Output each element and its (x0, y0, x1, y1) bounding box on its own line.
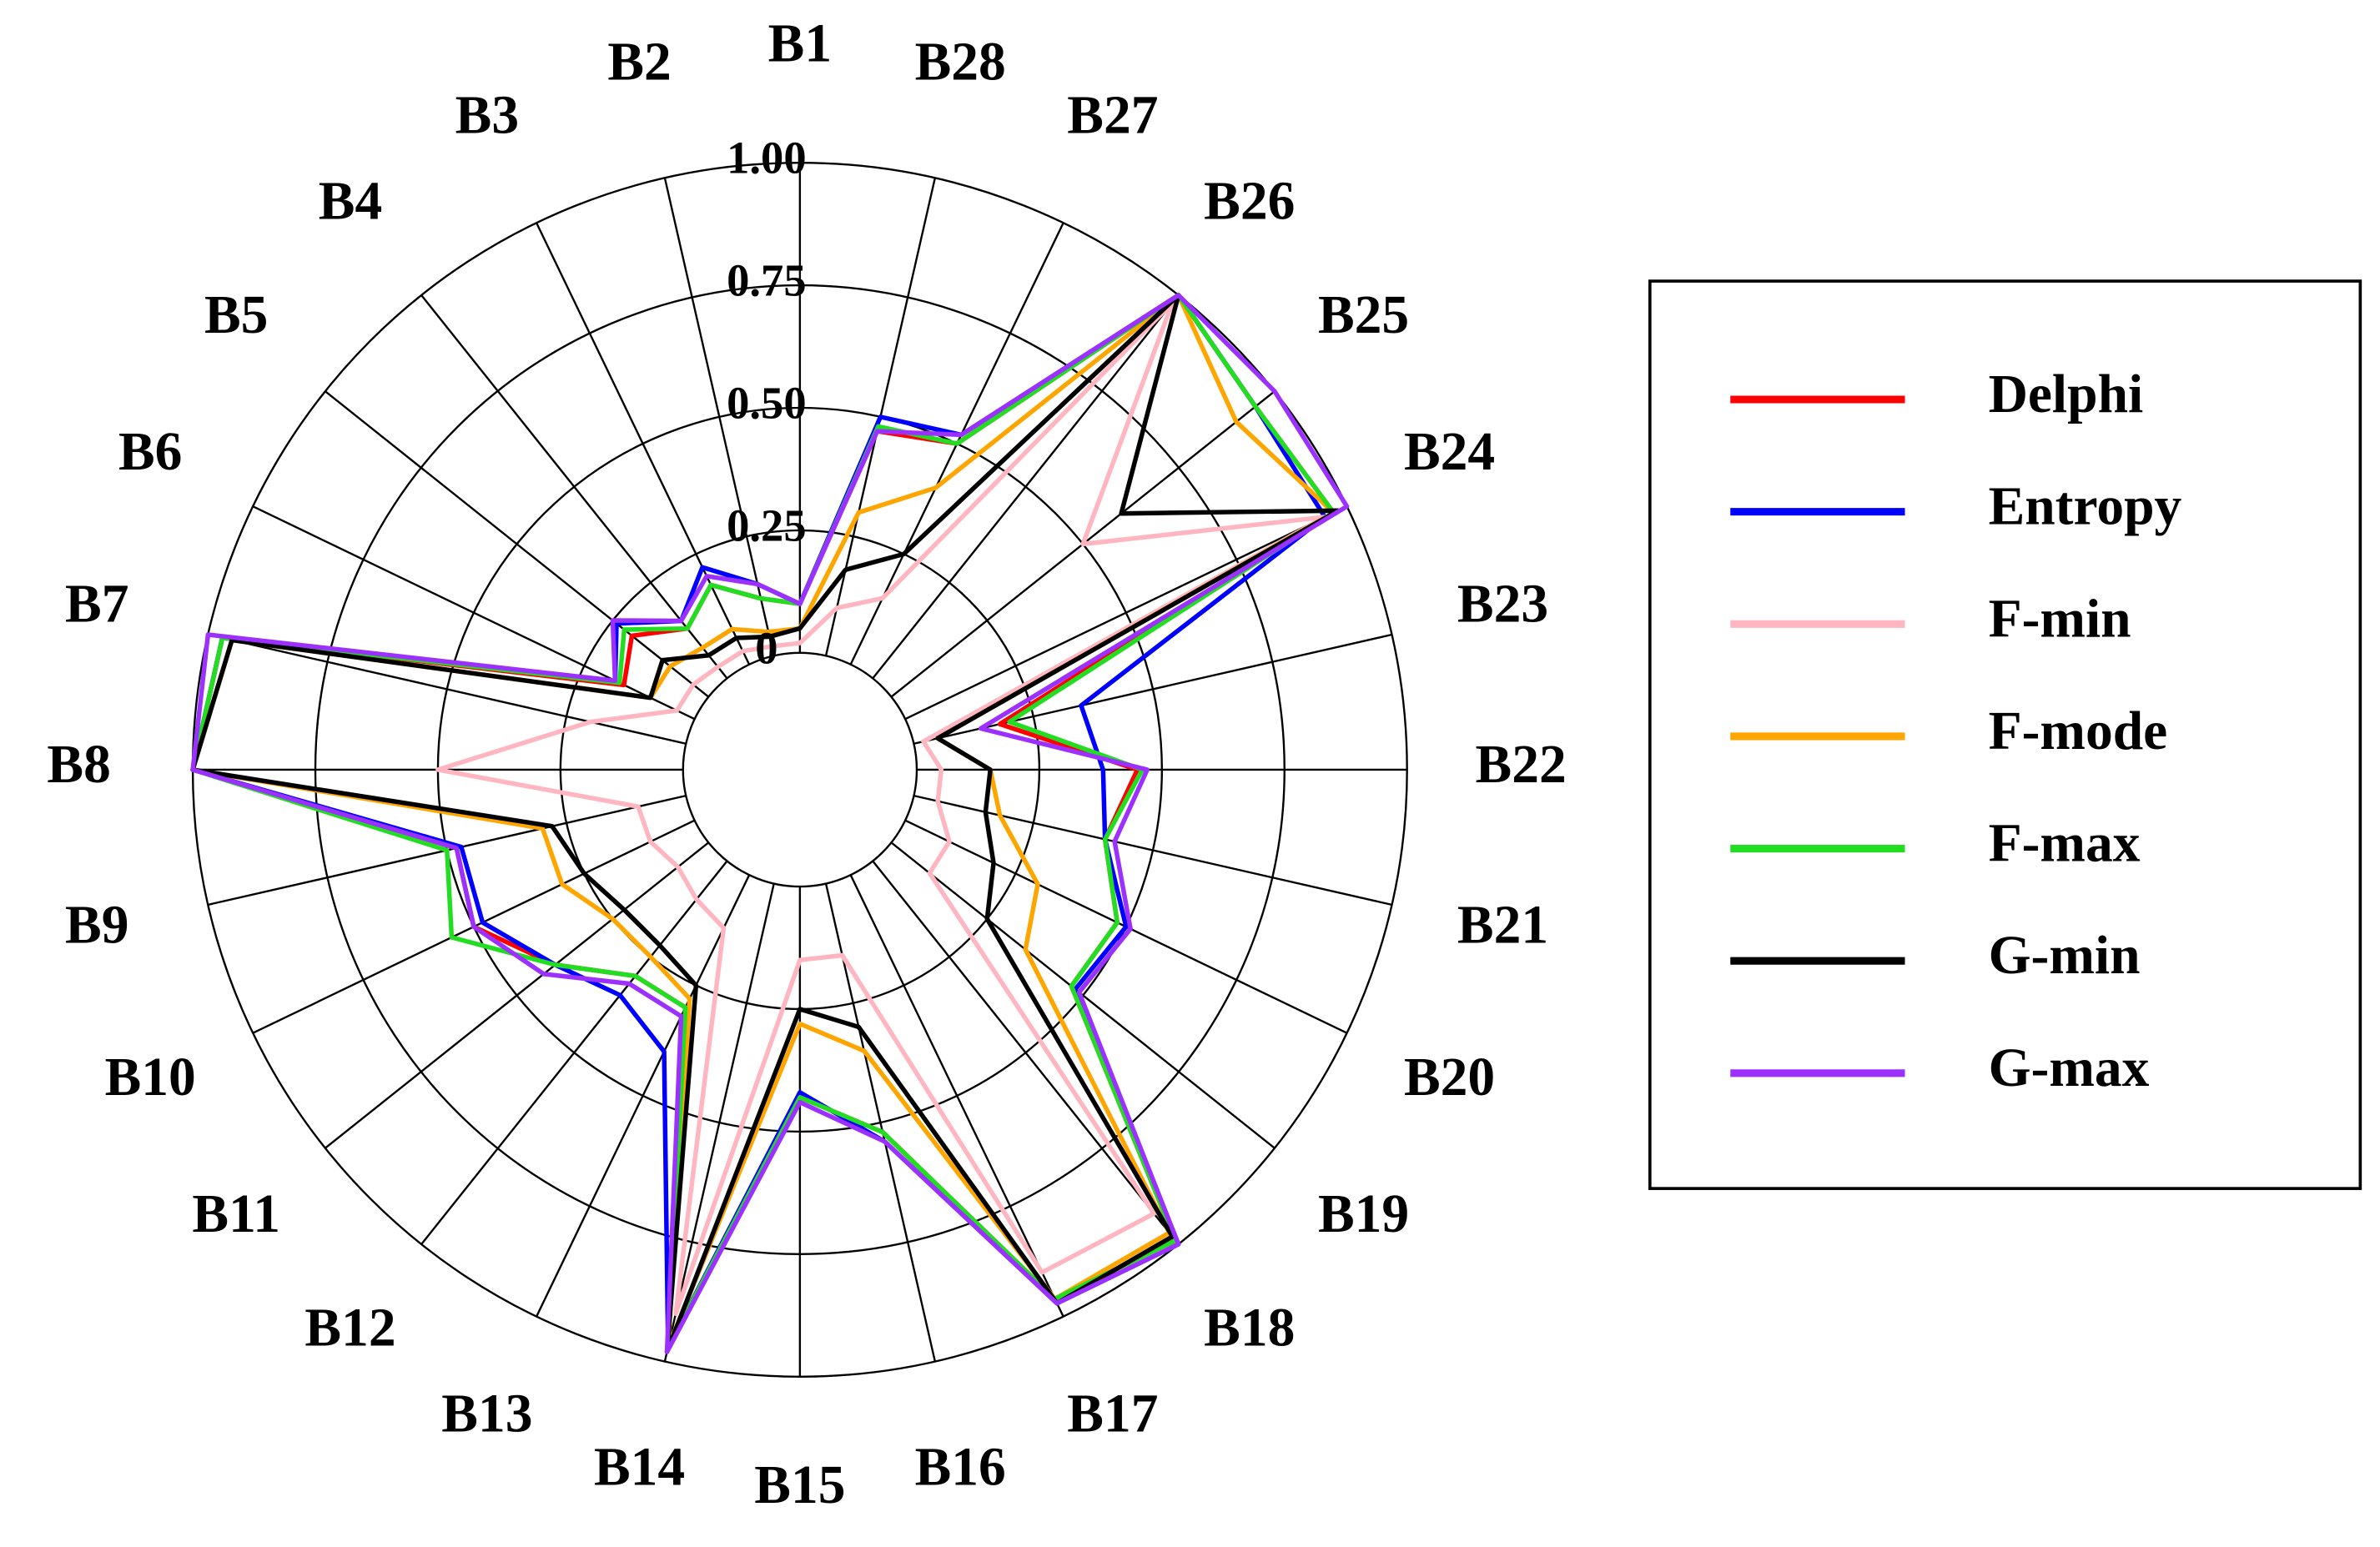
r-tick-label: 0.75 (727, 255, 807, 306)
series-line (190, 293, 1341, 1354)
category-label: B23 (1457, 575, 1548, 635)
r-tick-label: 0.25 (727, 500, 807, 550)
legend-label: F-min (1989, 589, 2131, 649)
series-line (190, 293, 1336, 1350)
r-tick-label: 1.00 (727, 133, 807, 183)
category-label: B17 (1067, 1384, 1158, 1444)
category-label: B25 (1318, 285, 1409, 345)
category-label: B12 (304, 1298, 395, 1359)
category-label: B3 (455, 85, 519, 145)
category-label: B19 (1318, 1184, 1409, 1244)
category-label: B4 (319, 171, 382, 231)
category-label: B2 (607, 32, 671, 92)
legend-label: Entropy (1989, 477, 2182, 537)
category-label: B16 (915, 1438, 1006, 1498)
category-label: B21 (1457, 895, 1548, 955)
legend-label: G-min (1989, 926, 2141, 986)
category-label: B28 (915, 32, 1006, 92)
category-label: B20 (1404, 1047, 1495, 1108)
legend-label: F-max (1989, 814, 2141, 874)
category-label: B7 (65, 575, 128, 635)
category-label: B15 (754, 1455, 845, 1515)
category-label: B26 (1204, 171, 1295, 231)
grid-ring (314, 284, 1286, 1256)
legend-label: F-mode (1989, 701, 2168, 761)
category-label: B5 (204, 285, 268, 345)
category-label: B6 (118, 422, 182, 482)
series-line (190, 293, 1336, 1350)
category-label: B8 (47, 735, 110, 795)
category-label: B14 (594, 1438, 685, 1498)
r-tick-label: 0 (755, 622, 777, 673)
category-label: B9 (65, 895, 128, 955)
category-label: B27 (1067, 85, 1158, 145)
category-label: B13 (441, 1384, 532, 1444)
legend-label: G-max (1989, 1038, 2150, 1098)
r-tick-label: 0.50 (727, 378, 807, 429)
category-label: B22 (1476, 735, 1567, 795)
category-label: B11 (192, 1184, 280, 1244)
category-label: B10 (105, 1047, 196, 1108)
legend-label: Delphi (1989, 364, 2144, 424)
series-line (435, 300, 1327, 1316)
category-label: B24 (1404, 422, 1495, 482)
grid-ring (682, 651, 918, 888)
category-label: B18 (1204, 1298, 1295, 1359)
category-label: B1 (768, 14, 832, 74)
series-line (190, 293, 1350, 1354)
